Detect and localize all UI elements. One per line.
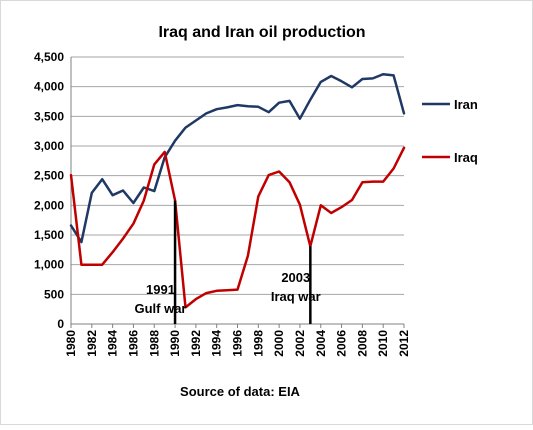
legend-label-iraq: Iraq xyxy=(454,150,478,165)
legend-label-iran: Iran xyxy=(454,97,478,112)
x-tick-label: 2006 xyxy=(335,330,349,357)
x-tick-label: 1992 xyxy=(189,330,203,357)
x-tick-label: 1986 xyxy=(126,330,140,357)
annotation-year: 1991 xyxy=(146,282,175,297)
series-line-iran xyxy=(69,72,406,244)
x-tick-label: 1980 xyxy=(64,330,78,357)
x-axis-tick-labels: 1980 1982 1984 1986 1988 1990 1992 1994 1996 1998… xyxy=(64,324,411,357)
x-tick-label: 2012 xyxy=(397,330,411,357)
gridlines xyxy=(70,56,404,325)
source-note: Source of data: EIA xyxy=(180,384,301,399)
x-tick-label: 2000 xyxy=(272,330,286,357)
y-tick-label: 500 xyxy=(44,287,64,301)
x-tick-label: 2010 xyxy=(376,330,390,357)
y-tick-label: 2,500 xyxy=(34,169,64,183)
x-tick-label: 1990 xyxy=(168,330,182,357)
x-tick-label: 1994 xyxy=(210,330,224,357)
x-tick-label: 1982 xyxy=(85,330,99,357)
y-tick-label: 2,000 xyxy=(34,198,64,212)
x-tick-label: 2004 xyxy=(314,330,328,357)
x-tick-label: 2008 xyxy=(355,330,369,357)
x-tick-label: 1988 xyxy=(147,330,161,357)
x-tick-label: 1998 xyxy=(251,330,265,357)
y-axis-tick-labels: 0 500 1,000 1,500 2,000 2,500 3,000 3,500 4,000 4… xyxy=(34,50,64,331)
annotation-event: Gulf war xyxy=(134,301,186,316)
series-lines xyxy=(69,72,406,309)
y-tick-label: 1,000 xyxy=(34,258,64,272)
x-tick-label: 2002 xyxy=(293,330,307,357)
x-tick-label: 1996 xyxy=(231,330,245,357)
legend: Iran Iraq xyxy=(422,97,478,165)
y-tick-label: 0 xyxy=(57,317,64,331)
y-tick-label: 3,000 xyxy=(34,139,64,153)
y-tick-label: 4,500 xyxy=(34,50,64,64)
chart-title: Iraq and Iran oil production xyxy=(158,24,365,41)
y-tick-label: 4,000 xyxy=(34,80,64,94)
annotation-year: 2003 xyxy=(281,270,310,285)
y-tick-label: 3,500 xyxy=(34,109,64,123)
y-tick-label: 1,500 xyxy=(34,228,64,242)
event-annotations: 1991 Gulf war 2003 Iraq war xyxy=(134,270,320,316)
annotation-event: Iraq war xyxy=(271,289,321,304)
series-line-iraq xyxy=(69,146,406,309)
x-tick-label: 1984 xyxy=(106,330,120,357)
event-markers xyxy=(173,200,312,324)
